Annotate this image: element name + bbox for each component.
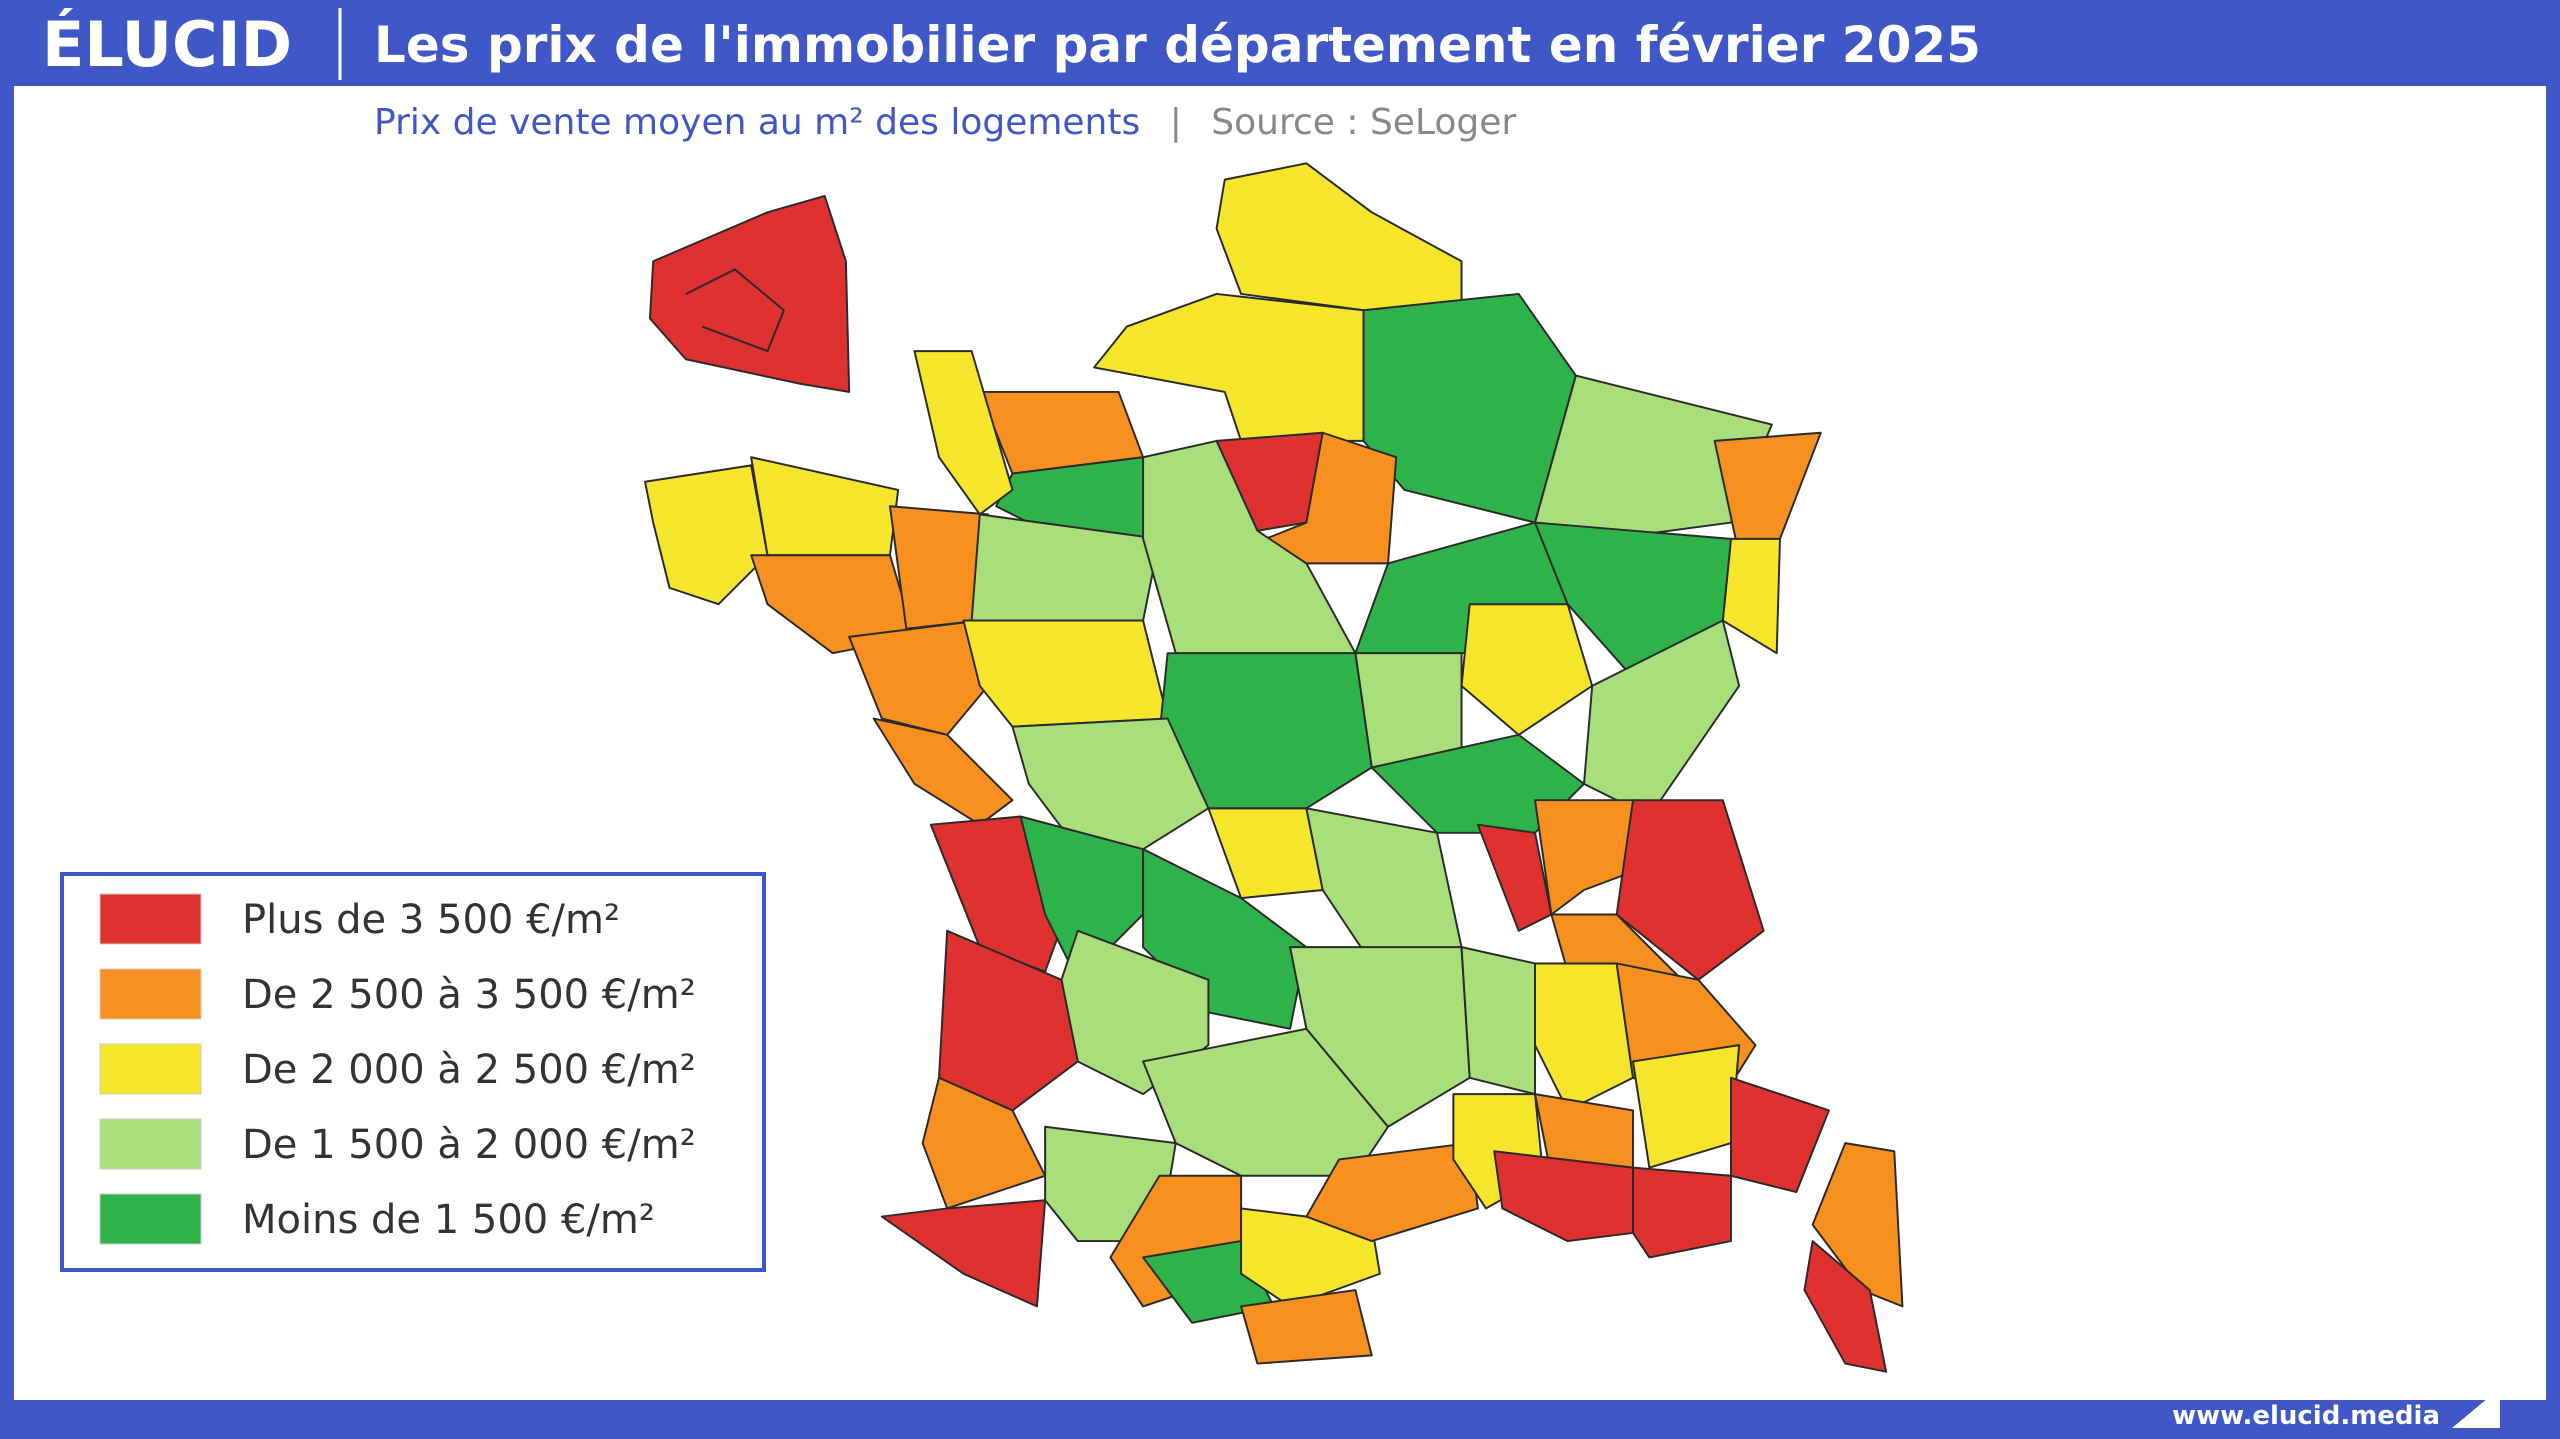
department — [1811, 1142, 1904, 1308]
legend-label: De 2 000 à 2 500 €/m² — [242, 1047, 696, 1093]
legend-items: Plus de 3 500 €/m² De 2 500 à 3 500 €/m² D… — [99, 893, 696, 1245]
department — [872, 717, 1014, 826]
department — [644, 464, 769, 606]
legend-label: De 1 500 à 2 000 €/m² — [242, 1122, 696, 1168]
department — [1583, 619, 1741, 818]
department — [880, 1199, 1047, 1308]
department — [1534, 962, 1634, 1112]
department — [1730, 1076, 1830, 1194]
map — [644, 162, 1904, 1373]
department — [1142, 439, 1357, 655]
department — [1460, 946, 1536, 1096]
legend-label: Moins de 1 500 €/m² — [242, 1197, 655, 1243]
footer-url: www.elucid.media — [2172, 1401, 2440, 1431]
department — [1615, 799, 1765, 981]
department — [1289, 946, 1471, 1128]
legend-swatch — [99, 1118, 202, 1170]
logo: ÉLUCID — [42, 8, 292, 81]
legend-swatch — [99, 893, 202, 945]
department — [1493, 1150, 1634, 1243]
source: Source : SeLoger — [1211, 102, 1516, 143]
subtitle-text: Prix de vente moyen au m² des logements — [374, 102, 1140, 143]
legend-swatch — [99, 1043, 202, 1095]
title: Les prix de l'immobilier par département… — [374, 16, 1981, 74]
footer-logo — [2452, 1388, 2500, 1428]
department — [848, 619, 989, 736]
department — [648, 194, 851, 393]
department — [913, 350, 1014, 516]
department — [1534, 799, 1651, 916]
legend-swatch — [99, 968, 202, 1020]
department — [921, 1076, 1047, 1210]
subtitle: Prix de vente moyen au m² des logements … — [374, 102, 1516, 143]
legend-label: Plus de 3 500 €/m² — [242, 897, 620, 943]
department — [1803, 1240, 1888, 1373]
legend-swatch — [99, 1193, 202, 1245]
department — [1305, 1142, 1479, 1243]
department — [1534, 374, 1773, 540]
legend-label: De 2 500 à 3 500 €/m² — [242, 972, 696, 1018]
department — [1460, 603, 1594, 736]
department — [1240, 1289, 1373, 1365]
department — [937, 929, 1079, 1112]
separator: | — [1170, 102, 1182, 143]
